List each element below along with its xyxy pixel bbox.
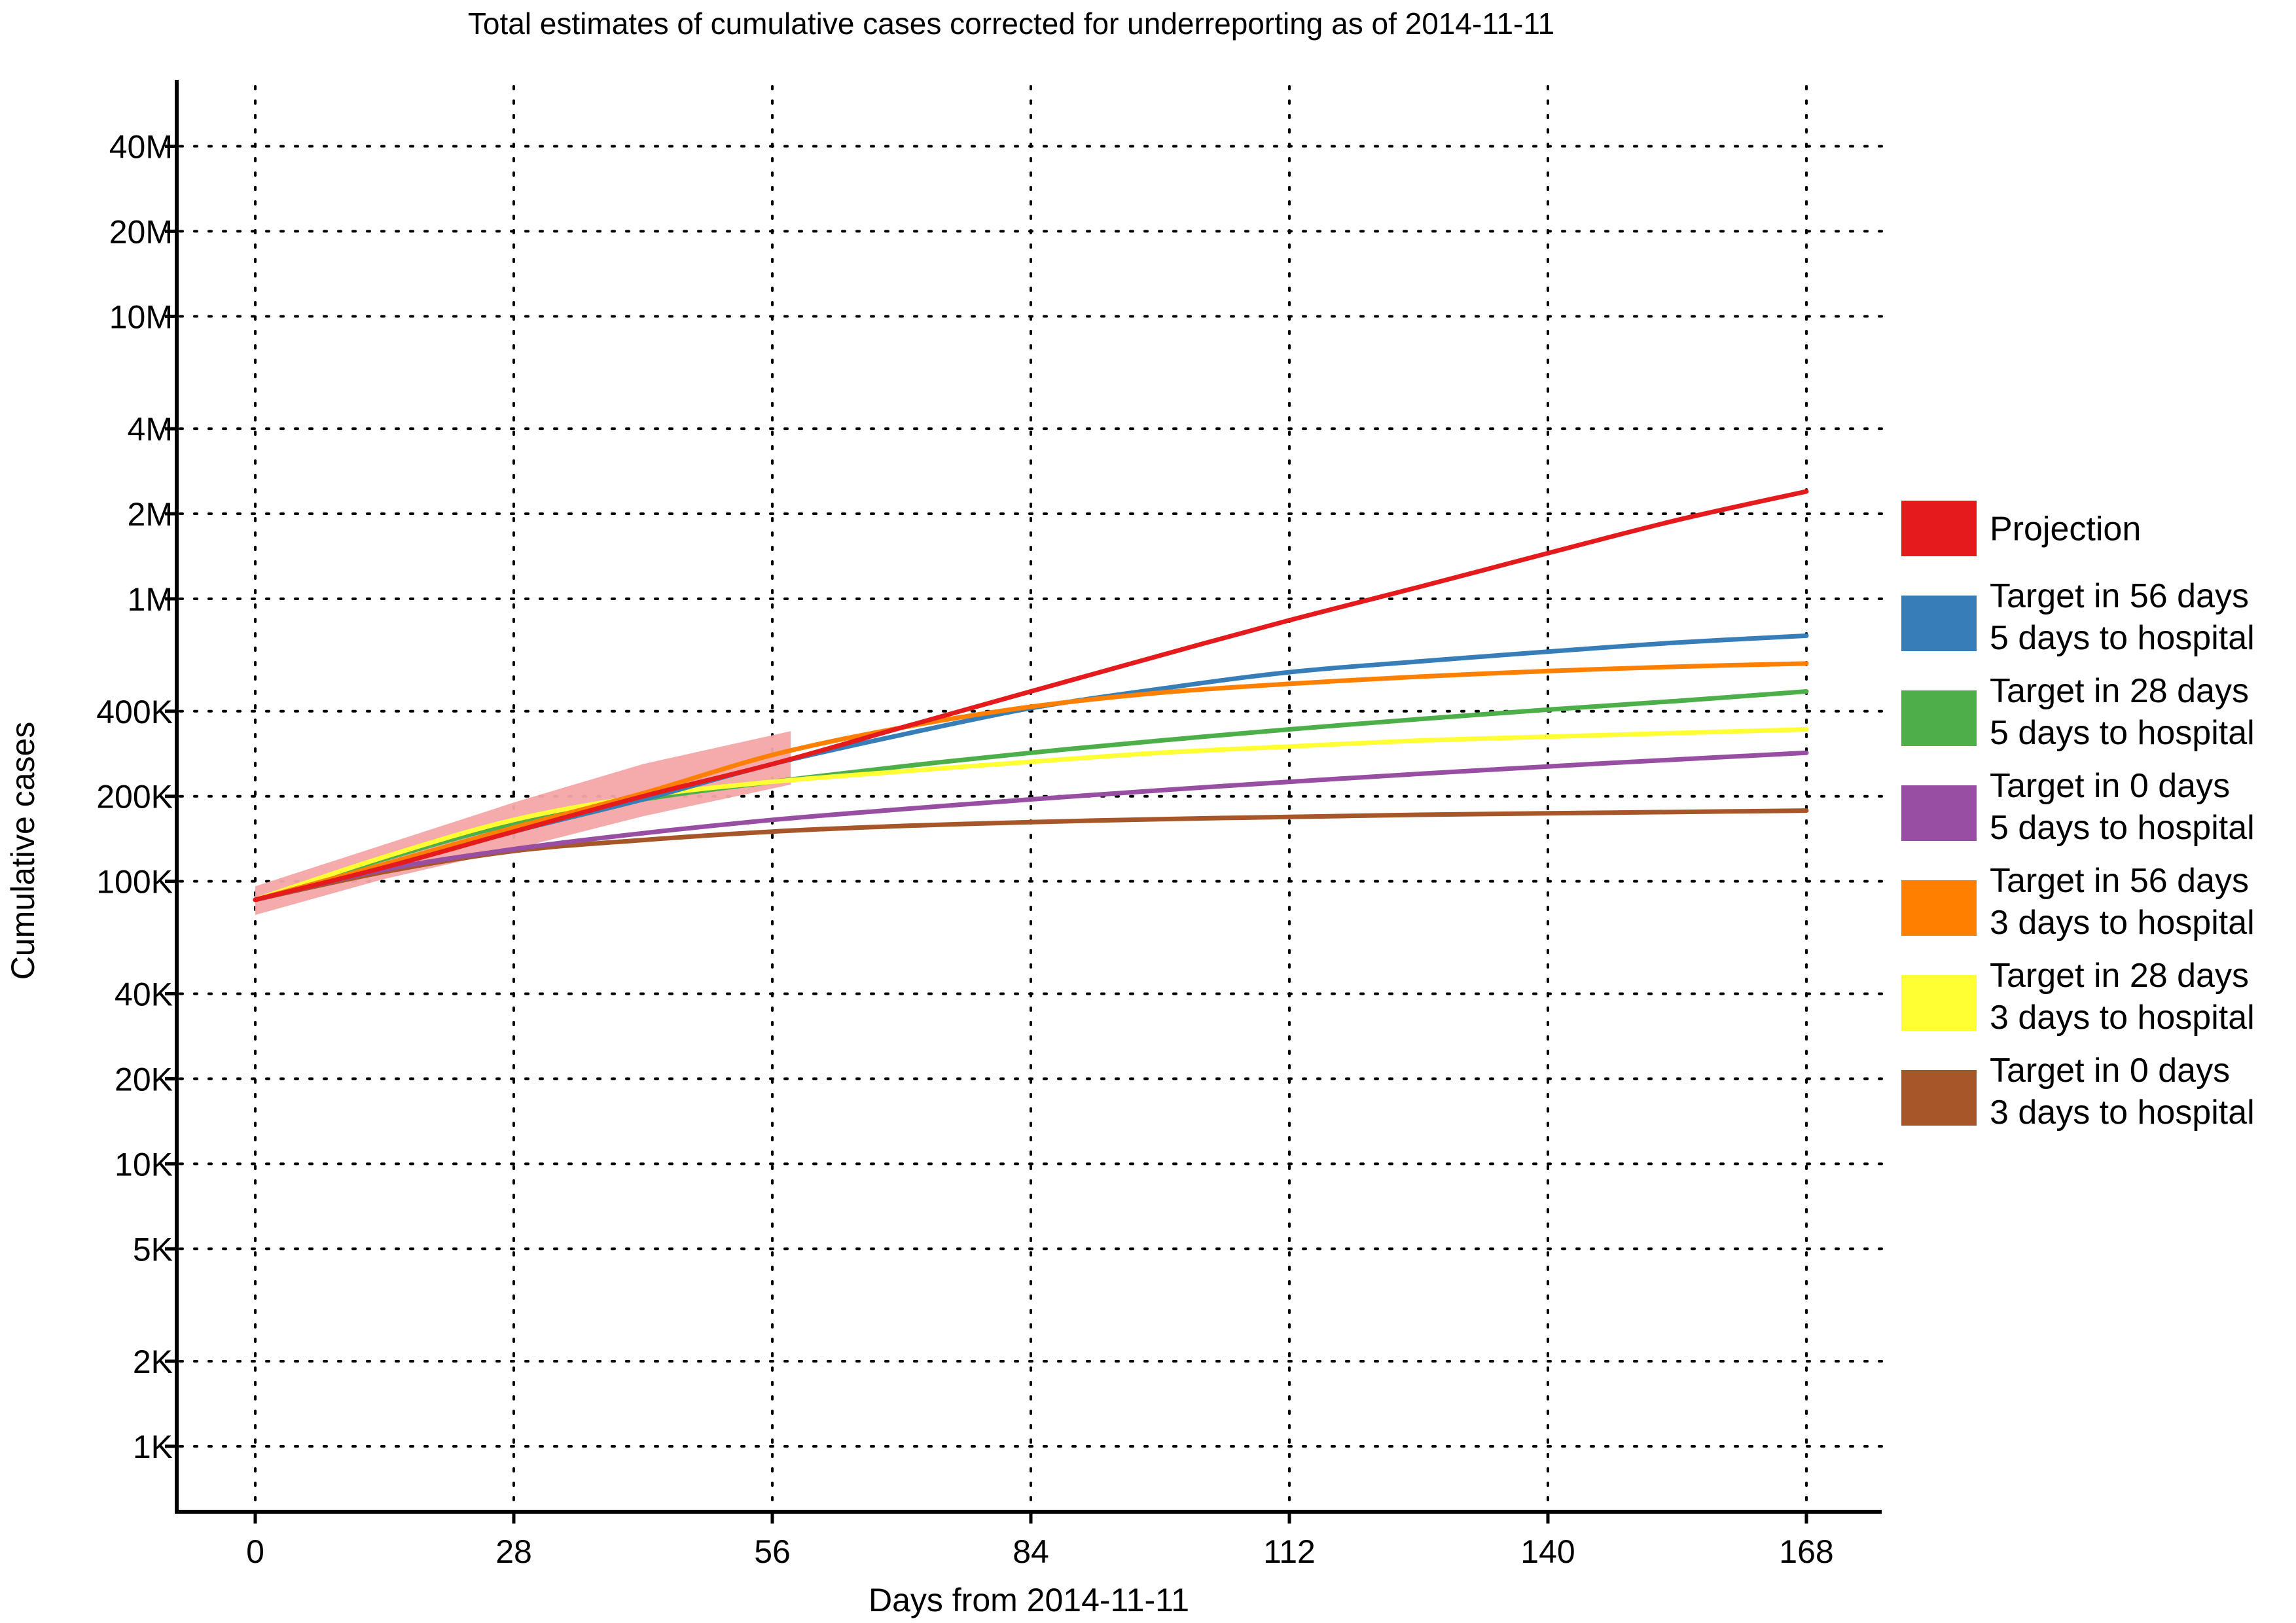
- legend-label-line: 5 days to hospital: [1990, 809, 2255, 847]
- legend-label-target-in-28-days-3-days-to-hospital: Target in 28 days 3 days to hospital: [1990, 957, 2255, 1037]
- y-tick-label: 1M: [128, 581, 173, 618]
- legend-label-line: Target in 28 days: [1990, 672, 2249, 710]
- legend: Projection Target in 56 days 5 days to hos…: [1901, 501, 2255, 1132]
- legend-label-line: 3 days to hospital: [1990, 1094, 2255, 1132]
- y-tick-label: 20K: [115, 1061, 173, 1097]
- legend-swatch-projection: [1901, 501, 1977, 556]
- legend-swatch-target-in-0-days-3-days-to-hospital: [1901, 1070, 1977, 1126]
- legend-swatch-target-in-56-days-3-days-to-hospital: [1901, 880, 1977, 936]
- y-axis-label: Cumulative cases: [5, 722, 41, 980]
- legend-label-line: Target in 28 days: [1990, 957, 2249, 995]
- legend-label-line: 3 days to hospital: [1990, 999, 2255, 1037]
- legend-label-line: Target in 0 days: [1990, 767, 2230, 805]
- legend-label-target-in-28-days-5-days-to-hospital: Target in 28 days 5 days to hospital: [1990, 672, 2255, 752]
- y-tick-label: 400K: [96, 694, 173, 730]
- y-tick-label: 40M: [109, 128, 173, 165]
- legend-label-line: Target in 56 days: [1990, 577, 2249, 615]
- legend-label-line: Target in 56 days: [1990, 862, 2249, 900]
- x-tick-label: 28: [495, 1533, 532, 1570]
- y-tick-label: 5K: [133, 1231, 173, 1268]
- x-tick-label: 56: [754, 1533, 791, 1570]
- legend-label-target-in-0-days-5-days-to-hospital: Target in 0 days 5 days to hospital: [1990, 767, 2255, 847]
- legend-swatch-target-in-28-days-5-days-to-hospital: [1901, 690, 1977, 746]
- y-tick-label: 2M: [128, 496, 173, 533]
- y-tick-label: 2K: [133, 1344, 173, 1380]
- x-tick-label: 112: [1263, 1533, 1316, 1570]
- x-axis-label: Days from 2014-11-11: [869, 1582, 1189, 1618]
- legend-label-line: 5 days to hospital: [1990, 714, 2255, 752]
- x-tick-label: 168: [1779, 1533, 1833, 1570]
- y-tick-label: 4M: [128, 411, 173, 448]
- y-tick-label: 40K: [115, 976, 173, 1012]
- y-tick-labels: 1K 2K 5K 10K 20K 40K 100K 200K 400K 1M 2M 4M 10M 20M 4…: [96, 128, 173, 1465]
- series-line-target-in-56-days-3-days-to-hospital: [253, 661, 1809, 902]
- axes: [165, 80, 1882, 1524]
- legend-label-target-in-56-days-5-days-to-hospital: Target in 56 days 5 days to hospital: [1990, 577, 2255, 657]
- legend-label-line: 3 days to hospital: [1990, 904, 2255, 942]
- series-line-target-in-28-days-5-days-to-hospital: [253, 689, 1809, 902]
- grid: [179, 85, 1883, 1508]
- x-tick-labels: 0 28 56 84 112 140 168: [246, 1533, 1834, 1570]
- legend-label-line: Target in 0 days: [1990, 1052, 2230, 1090]
- legend-swatch-target-in-28-days-3-days-to-hospital: [1901, 975, 1977, 1031]
- series-line-target-in-0-days-5-days-to-hospital: [253, 750, 1809, 902]
- chart-title: Total estimates of cumulative cases corr…: [468, 7, 1554, 41]
- legend-label-projection: Projection: [1990, 510, 2141, 548]
- series-line-target-in-56-days-5-days-to-hospital: [253, 633, 1809, 902]
- y-tick-label: 200K: [96, 779, 173, 815]
- legend-label-target-in-0-days-3-days-to-hospital: Target in 0 days 3 days to hospital: [1990, 1052, 2255, 1132]
- x-tick-label: 84: [1013, 1533, 1049, 1570]
- legend-swatch-target-in-0-days-5-days-to-hospital: [1901, 785, 1977, 841]
- series-lines: [253, 489, 1809, 902]
- legend-label-target-in-56-days-3-days-to-hospital: Target in 56 days 3 days to hospital: [1990, 862, 2255, 942]
- x-tick-label: 140: [1520, 1533, 1575, 1570]
- y-tick-label: 20M: [109, 213, 173, 250]
- legend-swatch-target-in-56-days-5-days-to-hospital: [1901, 596, 1977, 651]
- y-tick-label: 10M: [109, 298, 173, 335]
- series-line-projection: [253, 489, 1809, 902]
- legend-label-line: 5 days to hospital: [1990, 619, 2255, 657]
- series-line-target-in-28-days-3-days-to-hospital: [253, 727, 1809, 902]
- x-tick-label: 0: [246, 1533, 264, 1570]
- y-tick-label: 100K: [96, 864, 173, 901]
- y-tick-label: 1K: [133, 1429, 173, 1465]
- y-tick-label: 10K: [115, 1146, 173, 1183]
